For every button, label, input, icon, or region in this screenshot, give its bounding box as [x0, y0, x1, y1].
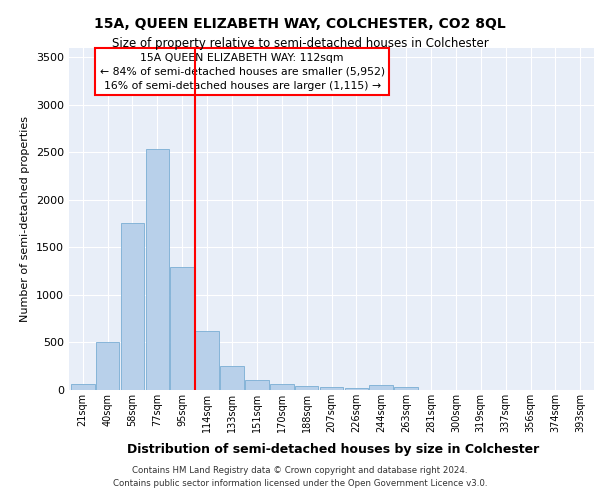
Bar [96, 342, 119, 390]
Bar [270, 384, 293, 390]
Bar [220, 366, 244, 390]
Bar [394, 387, 418, 390]
Bar [71, 384, 95, 390]
Bar [146, 150, 169, 390]
Y-axis label: Number of semi-detached properties: Number of semi-detached properties [20, 116, 31, 322]
Text: Contains HM Land Registry data © Crown copyright and database right 2024.
Contai: Contains HM Land Registry data © Crown c… [113, 466, 487, 487]
Text: Size of property relative to semi-detached houses in Colchester: Size of property relative to semi-detach… [112, 38, 488, 51]
Text: 15A, QUEEN ELIZABETH WAY, COLCHESTER, CO2 8QL: 15A, QUEEN ELIZABETH WAY, COLCHESTER, CO… [94, 18, 506, 32]
Bar [170, 268, 194, 390]
Bar [370, 385, 393, 390]
Bar [195, 331, 219, 390]
Text: Distribution of semi-detached houses by size in Colchester: Distribution of semi-detached houses by … [127, 442, 539, 456]
Bar [295, 386, 319, 390]
Bar [121, 222, 144, 390]
Bar [245, 380, 269, 390]
Bar [344, 388, 368, 390]
Text: 15A QUEEN ELIZABETH WAY: 112sqm
← 84% of semi-detached houses are smaller (5,952: 15A QUEEN ELIZABETH WAY: 112sqm ← 84% of… [100, 52, 385, 90]
Bar [320, 387, 343, 390]
